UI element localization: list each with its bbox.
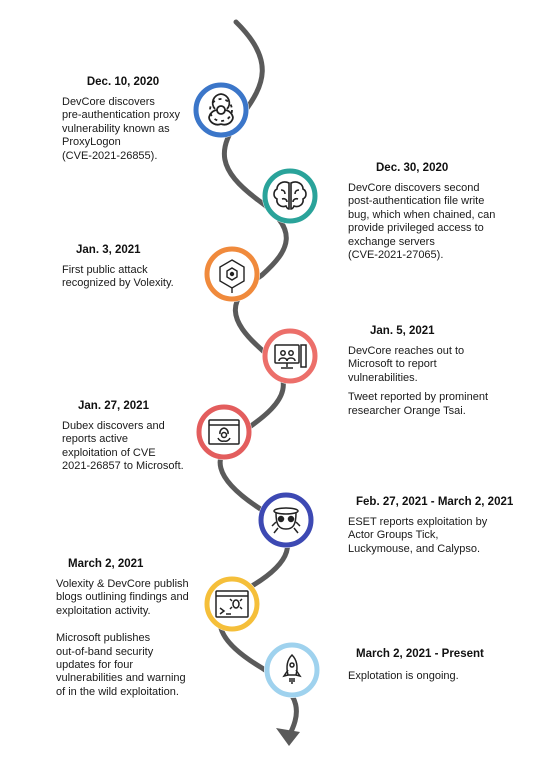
hacker-skull-icon (258, 492, 314, 548)
event-date: Dec. 30, 2020 (376, 162, 449, 174)
event-march-2-2021: March 2, 2021 Volexity & DevCore publish… (56, 558, 226, 699)
biohazard-icon (193, 82, 249, 138)
event-jan-3-2021: Jan. 3, 2021 First public attack recogni… (62, 244, 222, 291)
event-description-extra: Microsoft publishes out-of-band security… (56, 632, 186, 698)
biohazard-window-icon (196, 404, 252, 460)
event-description: DevCore discovers second post-authentica… (348, 182, 496, 262)
event-description: DevCore reaches out to Microsoft to repo… (348, 345, 465, 384)
event-date: March 2, 2021 - Present (356, 648, 484, 660)
event-jan-27-2021: Jan. 27, 2021 Dubex discovers and report… (62, 400, 222, 474)
brain-icon (262, 168, 318, 224)
event-date: Jan. 5, 2021 (370, 325, 435, 337)
event-dec-10-2020: Dec. 10, 2020 DevCore discovers pre-auth… (62, 76, 222, 163)
timeline-arrowhead (276, 728, 300, 746)
event-description: Volexity & DevCore publish blogs outlini… (56, 578, 189, 617)
computer-users-icon (262, 328, 318, 384)
event-description: Explotation is ongoing. (348, 670, 459, 682)
event-feb-27-march-2-2021: Feb. 27, 2021 - March 2, 2021 ESET repor… (348, 496, 548, 556)
event-description: Dubex discovers and reports active explo… (62, 420, 184, 473)
event-description: DevCore discovers pre-authentication pro… (62, 96, 181, 162)
terminal-bug-icon (204, 576, 260, 632)
rocket-icon (264, 642, 320, 698)
event-march-2-2021-present: March 2, 2021 - Present Explotation is o… (348, 648, 538, 683)
event-description-extra: Tweet reported by prominent researcher O… (348, 391, 489, 417)
event-description: First public attack recognized by Volexi… (62, 264, 174, 290)
event-date: Feb. 27, 2021 - March 2, 2021 (356, 496, 514, 508)
event-description: ESET reports exploitation by Actor Group… (348, 516, 488, 555)
event-date: Dec. 10, 2020 (86, 76, 160, 88)
event-jan-5-2021: Jan. 5, 2021 DevCore reaches out to Micr… (348, 325, 538, 418)
event-date: March 2, 2021 (68, 558, 144, 570)
hexagon-network-icon (204, 246, 260, 302)
event-date: Jan. 27, 2021 (78, 400, 149, 412)
event-date: Jan. 3, 2021 (76, 244, 141, 256)
event-dec-30-2020: Dec. 30, 2020 DevCore discovers second p… (348, 162, 538, 262)
